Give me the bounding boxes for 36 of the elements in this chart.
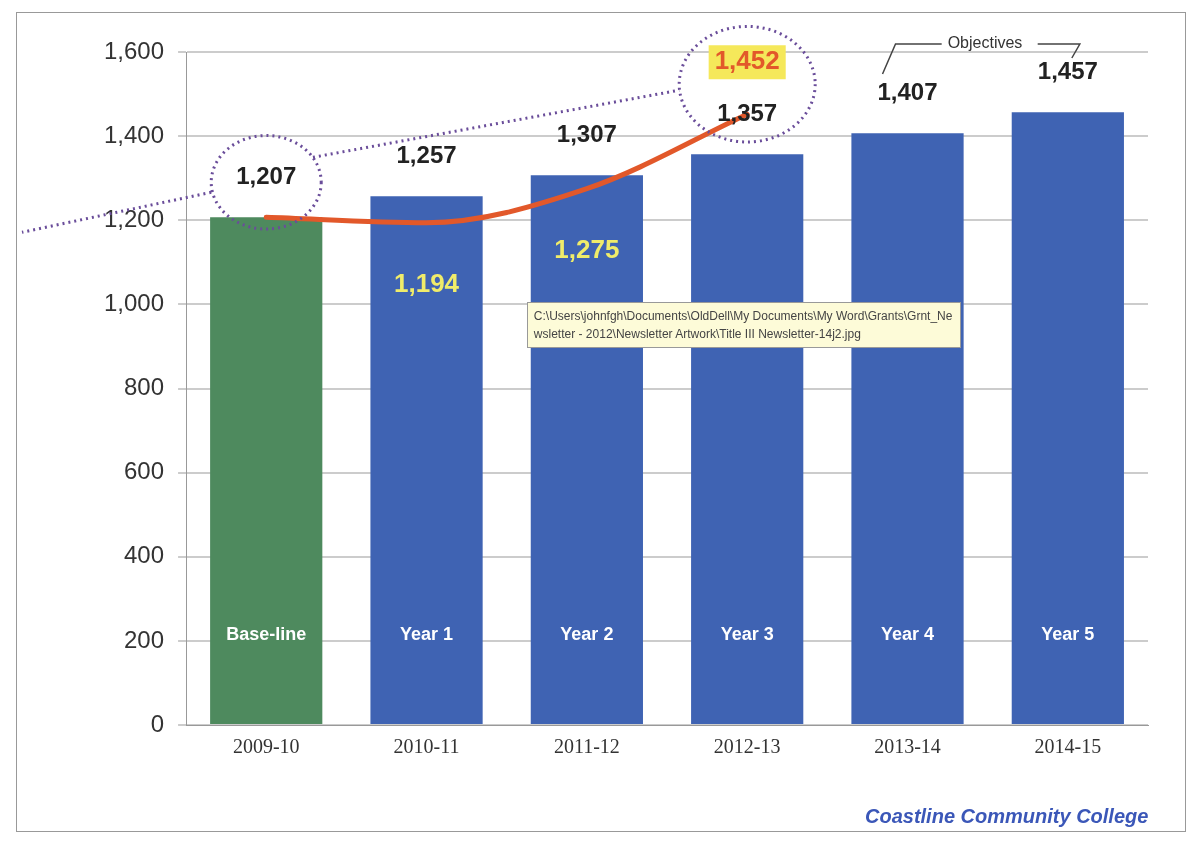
x-tick-label: 2011-12: [553, 735, 620, 758]
annotation: Year 1: [400, 623, 454, 644]
data-label: 1,457: [1037, 56, 1098, 84]
data-label: 1,357: [717, 98, 778, 126]
data-label: 1,307: [556, 119, 617, 147]
x-tick-label: 2013-14: [874, 735, 941, 758]
annotation: C:\Users\johnfgh\Documents\OldDell\My Documents\My Word\Grants\Grnt_Newsletter - 2012\Newsletter Artwork\Title III Newsletter-14j2.jpg: [526, 302, 961, 349]
annotation: Year 3: [720, 623, 774, 644]
y-tick-label: 0: [150, 709, 165, 737]
y-tick-label: 400: [124, 541, 165, 569]
x-tick-label: 2014-15: [1034, 735, 1102, 758]
bar: [1011, 112, 1124, 724]
data-label: 1,257: [396, 140, 457, 168]
annotation: Year 5: [1041, 623, 1095, 644]
bar: [210, 217, 323, 724]
y-tick-label: 800: [124, 373, 165, 401]
data-label: 1,407: [877, 77, 938, 105]
x-tick-label: 2012-13: [713, 735, 781, 758]
text: Objectives: [947, 34, 1023, 52]
text: Coastline Community College: [865, 805, 1149, 828]
data-label: 1,194: [394, 267, 460, 298]
y-tick-label: 1,200: [104, 204, 165, 232]
y-tick-label: 1,400: [104, 120, 165, 148]
data-label: 1,452: [714, 45, 780, 76]
data-label: 1,275: [554, 233, 620, 264]
y-tick-label: 600: [124, 457, 165, 485]
annotation: Year 4: [880, 623, 935, 644]
y-tick-label: 1,600: [104, 36, 165, 64]
x-tick-label: 2009-10: [232, 735, 300, 758]
bar: [370, 196, 483, 724]
x-tick-label: 2010-11: [393, 735, 460, 758]
data-label: 1,207: [236, 161, 297, 189]
annotation: Year 2: [560, 623, 614, 644]
annotation: Base-line: [226, 623, 307, 644]
y-tick-label: 200: [124, 625, 165, 653]
y-tick-label: 1,000: [104, 289, 165, 316]
